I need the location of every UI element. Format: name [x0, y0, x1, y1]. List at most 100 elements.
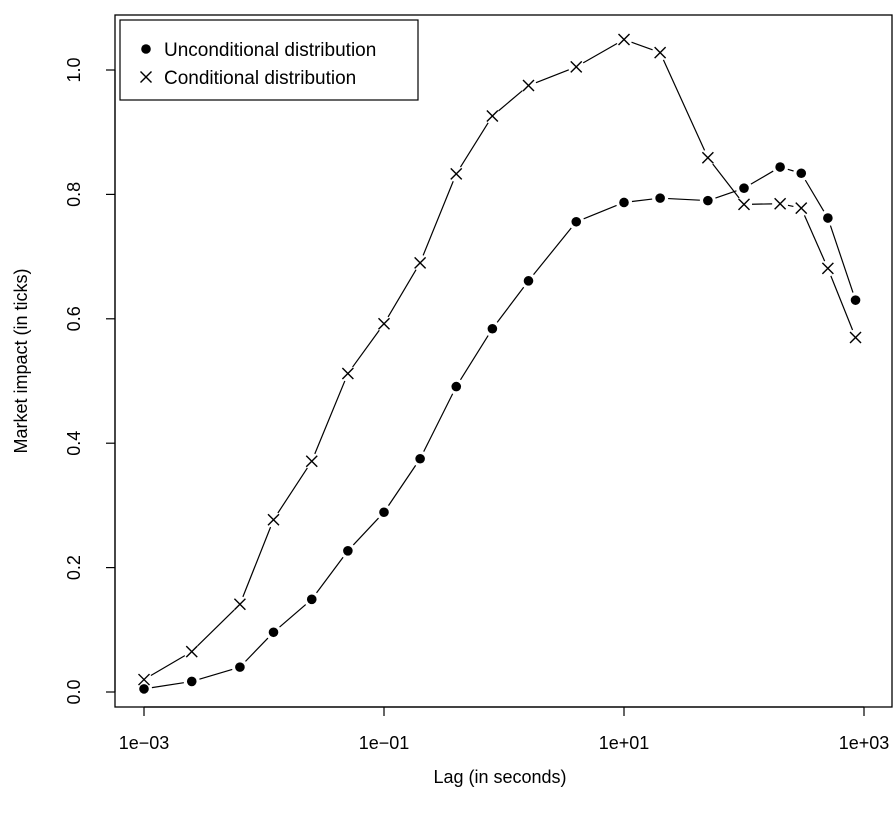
series-segment	[668, 197, 700, 201]
series-segment	[830, 275, 854, 331]
data-point	[233, 598, 246, 611]
data-point	[701, 151, 714, 164]
series-segment	[582, 42, 618, 64]
data-point	[414, 256, 427, 269]
series-segment	[279, 604, 307, 628]
series-segment	[631, 41, 653, 51]
y-tick-label: 0.8	[64, 182, 84, 207]
data-point	[487, 323, 498, 334]
series-layer	[138, 33, 862, 694]
data-point	[486, 110, 499, 123]
data-point	[341, 367, 354, 380]
data-point	[655, 193, 665, 203]
x-tick-label: 1e+01	[599, 733, 650, 753]
legend-label-conditional: Conditional distribution	[164, 68, 356, 89]
series-segment	[662, 59, 706, 151]
legend-marker-conditional	[140, 71, 152, 83]
data-point	[654, 46, 667, 59]
legend: Unconditional distribution Conditional d…	[119, 19, 419, 101]
x-tick-label: 1e+03	[839, 733, 890, 753]
x-axis: 1e−03 1e−01 1e+01 1e+03	[119, 706, 890, 753]
data-point	[306, 594, 317, 605]
x-axis-title: Lag (in seconds)	[433, 767, 566, 787]
y-tick-label: 1.0	[64, 57, 84, 82]
series-segment	[498, 90, 523, 112]
y-tick-label: 0.6	[64, 306, 84, 331]
legend-box	[119, 19, 419, 101]
data-point	[775, 162, 785, 172]
y-axis: 0.0 0.2 0.4 0.6 0.8 1.0	[64, 57, 116, 705]
legend-marker-unconditional	[141, 44, 151, 54]
x-tick-label: 1e−03	[119, 733, 170, 753]
data-point	[235, 662, 245, 672]
series-segment	[715, 190, 737, 199]
data-point	[185, 645, 198, 658]
series-segment	[387, 465, 417, 506]
series-segment	[803, 215, 826, 262]
data-point	[739, 183, 749, 193]
legend-symbol	[140, 71, 152, 83]
data-point	[268, 627, 279, 638]
series-segment	[533, 227, 572, 276]
series-segment	[750, 170, 774, 185]
data-point	[774, 197, 787, 210]
data-point	[305, 455, 318, 468]
series-segment	[242, 526, 272, 598]
series-segment	[459, 335, 489, 381]
data-point	[450, 167, 463, 180]
series-segment	[829, 225, 854, 293]
data-point	[139, 684, 149, 694]
y-tick-label: 0.0	[64, 679, 84, 704]
y-axis-title: Market impact (in ticks)	[11, 268, 31, 453]
series-segment	[150, 655, 186, 677]
data-point	[849, 331, 862, 344]
series-segment	[459, 122, 489, 168]
data-point	[522, 79, 535, 92]
series-segment	[631, 198, 653, 203]
series-segment	[583, 204, 617, 220]
series-segment	[197, 609, 235, 647]
series-segment	[712, 163, 740, 199]
series-segment	[199, 668, 233, 680]
x-tick-label: 1e−01	[359, 733, 410, 753]
series-segment	[387, 269, 417, 318]
data-point	[571, 216, 582, 227]
data-point	[795, 202, 808, 215]
series-segment	[151, 682, 184, 689]
data-point	[415, 453, 425, 464]
series-segment	[496, 286, 525, 323]
legend-label-unconditional: Unconditional distribution	[164, 40, 376, 61]
data-point	[378, 317, 390, 330]
data-point	[823, 213, 833, 223]
series-segment	[352, 517, 379, 546]
series-segment	[535, 69, 570, 84]
data-point	[618, 33, 630, 46]
series-segment	[787, 204, 794, 208]
series-segment	[787, 168, 794, 172]
y-tick-label: 0.4	[64, 431, 84, 456]
data-point	[379, 507, 389, 518]
data-point	[267, 513, 280, 526]
series-conditional	[138, 33, 862, 686]
data-point	[523, 276, 534, 286]
series-segment	[316, 556, 344, 594]
data-point	[850, 295, 861, 305]
series-segment	[422, 181, 454, 256]
series-segment	[245, 637, 269, 662]
data-point	[343, 546, 353, 556]
data-point	[570, 60, 583, 73]
data-point	[796, 168, 807, 179]
series-unconditional	[139, 162, 861, 694]
data-point	[619, 197, 629, 208]
data-point	[451, 381, 462, 392]
series-segment	[352, 329, 380, 368]
plot-frame	[114, 14, 893, 708]
data-point	[138, 673, 150, 686]
series-segment	[314, 380, 346, 455]
data-point	[703, 195, 713, 206]
data-point	[738, 198, 750, 211]
y-tick-label: 0.2	[64, 555, 84, 580]
data-point	[186, 676, 197, 687]
series-segment	[423, 393, 454, 452]
